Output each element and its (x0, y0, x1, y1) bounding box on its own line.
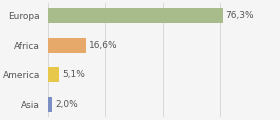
Bar (48, 67, 59, 82)
Bar (48, 8, 223, 23)
Text: 16,6%: 16,6% (89, 41, 117, 50)
Bar (48, 97, 52, 112)
Text: 2,0%: 2,0% (55, 100, 78, 109)
Text: 5,1%: 5,1% (62, 70, 85, 79)
Text: 76,3%: 76,3% (226, 11, 254, 20)
Bar (48, 38, 86, 53)
